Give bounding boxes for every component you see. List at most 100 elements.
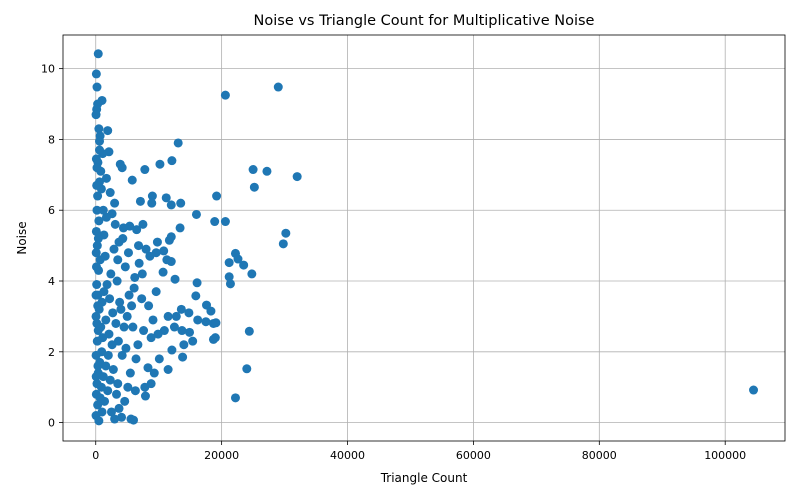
data-point <box>93 326 103 336</box>
data-point <box>92 163 102 173</box>
data-point <box>135 196 145 206</box>
data-point <box>91 350 101 360</box>
data-point <box>220 90 230 100</box>
data-point <box>127 175 137 185</box>
data-point <box>170 274 180 284</box>
data-point <box>166 200 176 210</box>
data-point <box>93 234 103 244</box>
data-point <box>167 345 177 355</box>
data-point <box>147 191 157 201</box>
data-point <box>152 237 162 247</box>
data-point <box>92 180 102 190</box>
data-point <box>92 318 102 328</box>
data-point <box>128 322 138 332</box>
data-point <box>230 393 240 403</box>
data-point <box>176 304 186 314</box>
data-point <box>104 329 114 339</box>
data-point <box>113 255 123 265</box>
x-tick-label: 0 <box>92 449 99 462</box>
data-point <box>116 304 126 314</box>
data-point <box>127 301 137 311</box>
data-point <box>91 226 101 236</box>
data-point <box>111 318 121 328</box>
data-point <box>93 49 103 59</box>
data-point <box>158 267 168 277</box>
data-points <box>91 49 759 426</box>
data-point <box>101 315 111 325</box>
x-tick-label: 60000 <box>456 449 491 462</box>
data-point <box>91 290 101 300</box>
data-point <box>120 396 130 406</box>
data-point <box>184 308 194 318</box>
data-point <box>134 241 144 251</box>
data-point <box>244 326 254 336</box>
data-point <box>211 318 221 328</box>
data-point <box>151 287 161 297</box>
data-point <box>92 336 102 346</box>
data-point <box>91 248 101 258</box>
data-point <box>166 257 176 267</box>
grid <box>63 35 785 441</box>
y-tick-label: 10 <box>41 63 55 76</box>
data-point <box>233 254 243 264</box>
x-tick-label: 20000 <box>204 449 239 462</box>
data-point <box>112 276 122 286</box>
data-point <box>175 223 185 233</box>
data-point <box>212 191 222 201</box>
data-point <box>98 205 108 215</box>
x-tick-label: 40000 <box>330 449 365 462</box>
data-point <box>146 333 156 343</box>
data-point <box>138 219 148 229</box>
data-point <box>93 400 103 410</box>
data-point <box>101 173 111 183</box>
data-point <box>242 364 252 374</box>
data-point <box>96 382 106 392</box>
data-point <box>173 138 183 148</box>
plot-frame <box>62 34 786 442</box>
data-point <box>95 136 105 146</box>
data-point <box>105 375 115 385</box>
data-point <box>91 69 101 79</box>
data-point <box>134 258 144 268</box>
data-point <box>110 414 120 424</box>
x-tick-label: 80000 <box>582 449 617 462</box>
data-point <box>93 301 103 311</box>
data-point <box>185 327 195 337</box>
data-point <box>95 145 105 155</box>
data-point <box>105 294 115 304</box>
data-point <box>140 382 150 392</box>
data-point <box>140 391 150 401</box>
data-point <box>101 212 111 222</box>
data-point <box>124 290 134 300</box>
data-point <box>137 294 147 304</box>
data-point <box>147 198 157 208</box>
data-point <box>95 255 105 265</box>
y-axis-label: Noise <box>15 221 29 254</box>
data-point <box>179 340 189 350</box>
data-point <box>132 225 142 235</box>
y-tick-label: 4 <box>48 275 55 288</box>
data-point <box>91 311 101 321</box>
data-point <box>114 403 124 413</box>
data-point <box>153 329 163 339</box>
data-point <box>122 311 132 321</box>
data-point <box>123 382 133 392</box>
plot-area <box>63 35 785 441</box>
data-point <box>92 280 102 290</box>
data-point <box>278 239 288 249</box>
data-point <box>103 350 113 360</box>
data-point <box>97 407 107 417</box>
data-point <box>118 223 128 233</box>
data-point <box>239 260 249 270</box>
data-point <box>292 172 302 182</box>
data-point <box>247 269 257 279</box>
data-point <box>110 219 120 229</box>
data-point <box>145 251 155 261</box>
data-point <box>91 262 101 272</box>
data-point <box>155 159 165 169</box>
data-point <box>188 336 198 346</box>
data-point <box>161 193 171 203</box>
data-point <box>169 322 179 332</box>
